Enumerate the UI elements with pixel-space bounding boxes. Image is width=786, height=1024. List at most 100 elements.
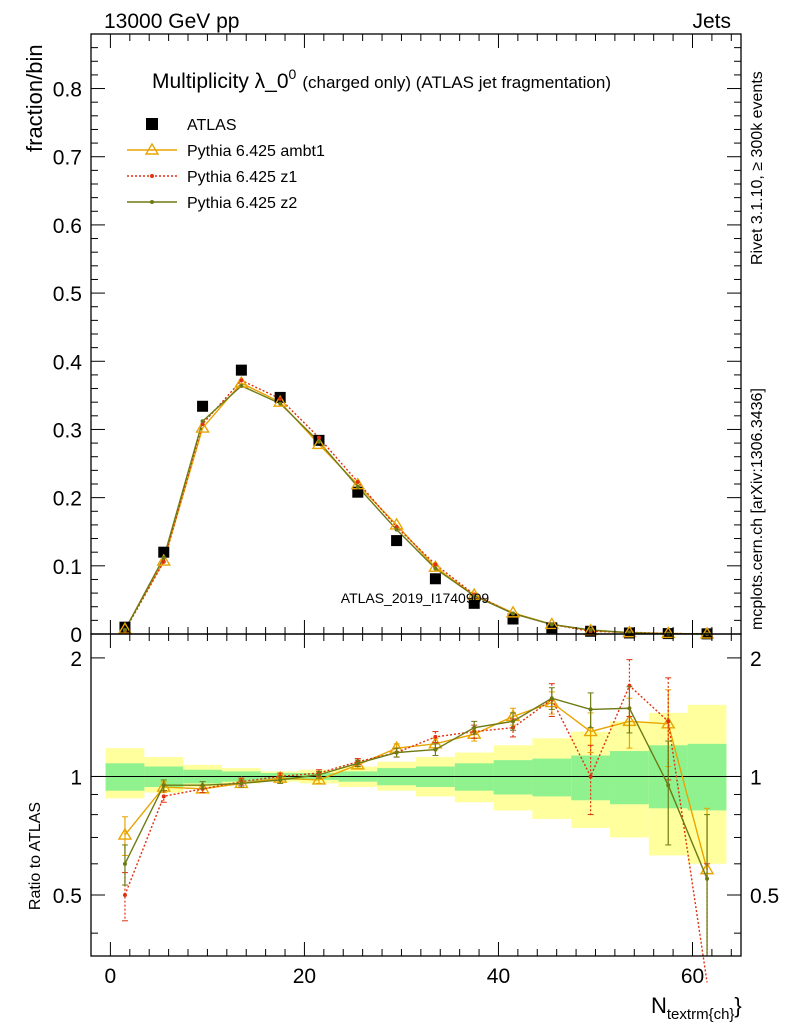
ratio-marker <box>355 761 360 766</box>
legend-label: ATLAS <box>187 117 237 134</box>
data-point <box>391 535 403 547</box>
series-marker <box>239 383 244 388</box>
legend-entry: ATLAS <box>146 117 237 134</box>
ratio-marker <box>161 783 166 788</box>
series-marker <box>511 611 516 616</box>
ratio-marker <box>433 747 438 752</box>
ratio-marker <box>122 861 127 866</box>
ratio-line <box>124 701 708 870</box>
ratio-marker <box>588 707 593 712</box>
x-tick-label: 0 <box>105 965 117 988</box>
ratio-marker <box>627 706 632 711</box>
y-tick-label: 0.4 <box>53 351 83 374</box>
uncertainty-band-green <box>493 760 533 795</box>
series-marker <box>544 617 560 630</box>
ratio-marker <box>200 783 205 788</box>
ratio-marker <box>666 783 671 788</box>
series-marker <box>156 553 171 566</box>
energy-label: 13000 GeV pp <box>104 10 239 33</box>
series-marker <box>433 562 438 567</box>
uncertainty-band-green <box>532 758 572 797</box>
series-marker <box>117 621 133 634</box>
series-marker <box>311 437 327 450</box>
series-marker <box>316 439 321 444</box>
legend-label: Pythia 6.425 ambt1 <box>187 143 325 160</box>
rivet-label: Rivet 3.1.10, ≥ 300k events <box>749 71 766 265</box>
series-marker <box>394 527 399 532</box>
data-point <box>158 546 170 558</box>
ratio-marker <box>161 794 166 799</box>
main-y-axis-label: fraction/bin <box>22 44 47 152</box>
analysis-watermark: ATLAS_2019_I1740909 <box>341 590 490 606</box>
uncertainty-band-green <box>105 763 145 791</box>
ratio-marker <box>588 774 593 779</box>
legend-entry: Pythia 6.425 z2 <box>127 195 297 212</box>
ratio-y-tick-label-right: 0.5 <box>750 885 779 908</box>
series-marker <box>278 401 283 406</box>
y-tick-label: 0 <box>70 624 82 647</box>
ratio-y-tick-label: 1 <box>70 766 82 789</box>
y-tick-label: 0.6 <box>53 215 82 238</box>
legend-marker <box>144 142 160 155</box>
ratio-marker <box>666 719 671 724</box>
series-marker <box>278 396 283 401</box>
legend-label: Pythia 6.425 z2 <box>187 195 297 212</box>
series-marker <box>316 435 321 440</box>
x-axis-label-brace: } <box>734 993 741 1018</box>
uncertainty-band-green <box>454 763 494 791</box>
series-marker <box>355 479 360 484</box>
ratio-marker <box>311 772 327 785</box>
ratio-marker <box>472 725 477 730</box>
series-marker <box>239 378 244 383</box>
series-marker <box>122 627 127 632</box>
data-point <box>119 621 131 633</box>
data-point <box>507 613 519 625</box>
y-tick-label: 0.5 <box>53 283 82 306</box>
ratio-marker <box>122 892 127 897</box>
ratio-marker <box>549 696 554 701</box>
ratio-frame <box>90 633 742 957</box>
data-point <box>197 400 209 412</box>
ratio-y-tick-label-right: 2 <box>750 648 762 671</box>
data-point <box>235 364 247 376</box>
series-marker <box>472 593 477 598</box>
uncertainty-band-green <box>610 751 649 805</box>
data-point <box>429 573 441 585</box>
series-marker <box>433 566 438 571</box>
legend-entry: Pythia 6.425 ambt1 <box>127 142 325 160</box>
ratio-y-axis-label: Ratio to ATLAS <box>27 802 44 910</box>
series-marker <box>355 484 360 489</box>
plot-title: Multiplicity λ_00 (charged only) (ATLAS j… <box>152 66 611 93</box>
plot-title-main: Multiplicity λ_0 <box>152 70 289 93</box>
data-point <box>468 597 480 609</box>
series-marker <box>661 626 676 639</box>
series-marker <box>588 627 593 632</box>
y-tick-label: 0.3 <box>53 419 82 442</box>
ratio-y-tick-label: 2 <box>70 648 82 671</box>
series-marker <box>428 559 443 572</box>
ratio-marker <box>117 827 133 840</box>
ratio-marker <box>433 734 438 739</box>
legend-marker <box>146 118 158 130</box>
process-label: Jets <box>692 10 731 33</box>
series-marker <box>622 625 637 638</box>
ratio-marker <box>394 750 399 755</box>
y-tick-label: 0.8 <box>53 79 82 102</box>
x-axis-label: Ntextrm{ch}} <box>651 993 742 1023</box>
series-marker <box>549 622 554 627</box>
series-marker <box>195 420 210 433</box>
series-marker <box>200 419 205 424</box>
series-marker <box>699 626 715 639</box>
ratio-line <box>124 684 708 983</box>
ratio-marker <box>239 781 244 786</box>
legend-marker <box>150 174 154 178</box>
x-axis-label-main: N <box>651 993 667 1018</box>
legend-label: Pythia 6.425 z1 <box>187 169 297 186</box>
x-axis-label-sub: textrm{ch} <box>667 1006 735 1023</box>
data-point <box>352 486 364 498</box>
plot-title-sup: 0 <box>289 66 297 82</box>
x-tick-label: 40 <box>487 965 510 988</box>
ratio-marker <box>583 724 598 737</box>
series-line <box>124 384 708 635</box>
